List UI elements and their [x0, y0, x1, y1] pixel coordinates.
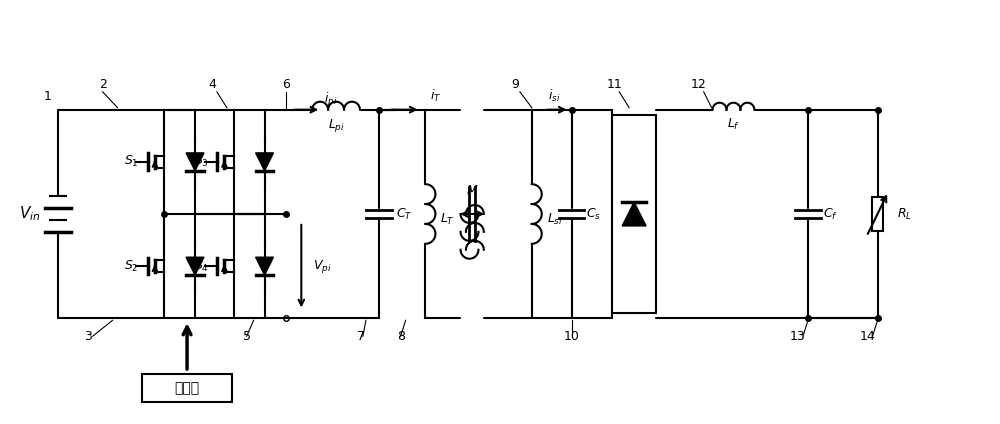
Text: 3: 3 [84, 330, 92, 343]
Text: 6: 6 [282, 78, 290, 91]
Text: 控制器: 控制器 [175, 381, 200, 395]
Text: $S_1$: $S_1$ [124, 154, 139, 169]
Text: $i_T$: $i_T$ [430, 88, 442, 104]
Text: $L_{pi}$: $L_{pi}$ [328, 117, 345, 134]
Text: $C_s$: $C_s$ [586, 206, 602, 221]
Polygon shape [622, 202, 646, 226]
Text: $S_3$: $S_3$ [194, 154, 208, 169]
Text: $L_{si}$: $L_{si}$ [547, 212, 563, 226]
Text: 8: 8 [397, 330, 405, 343]
Text: $S_4$: $S_4$ [194, 259, 208, 274]
Text: $C_f$: $C_f$ [823, 206, 838, 221]
Polygon shape [256, 257, 273, 275]
Text: 7: 7 [357, 330, 365, 343]
Text: $S_2$: $S_2$ [124, 259, 139, 274]
Text: 4: 4 [208, 78, 216, 91]
Text: $R_L$: $R_L$ [897, 206, 912, 221]
Text: 2: 2 [99, 78, 107, 91]
Text: 5: 5 [243, 330, 251, 343]
Text: $V_{in}$: $V_{in}$ [19, 205, 41, 223]
Text: 12: 12 [691, 78, 707, 91]
Text: $L_f$: $L_f$ [727, 117, 740, 132]
Text: $L_T$: $L_T$ [440, 212, 455, 226]
Text: 9: 9 [511, 78, 519, 91]
Text: $V_{pi}$: $V_{pi}$ [313, 258, 332, 275]
Text: 11: 11 [606, 78, 622, 91]
Bar [872, 197, 883, 232]
Text: 13: 13 [790, 330, 806, 343]
Text: $i_{si}$: $i_{si}$ [548, 88, 561, 104]
Text: 14: 14 [860, 330, 875, 343]
Text: 1: 1 [44, 90, 52, 103]
Polygon shape [256, 153, 273, 171]
Polygon shape [186, 257, 204, 275]
Text: $i_{pi}$: $i_{pi}$ [324, 91, 338, 109]
Polygon shape [186, 153, 204, 171]
Text: $C_T$: $C_T$ [396, 206, 412, 221]
Text: 10: 10 [564, 330, 579, 343]
Text: $M$: $M$ [466, 184, 478, 197]
Bar [142, 374, 232, 402]
Bar [612, 114, 656, 313]
